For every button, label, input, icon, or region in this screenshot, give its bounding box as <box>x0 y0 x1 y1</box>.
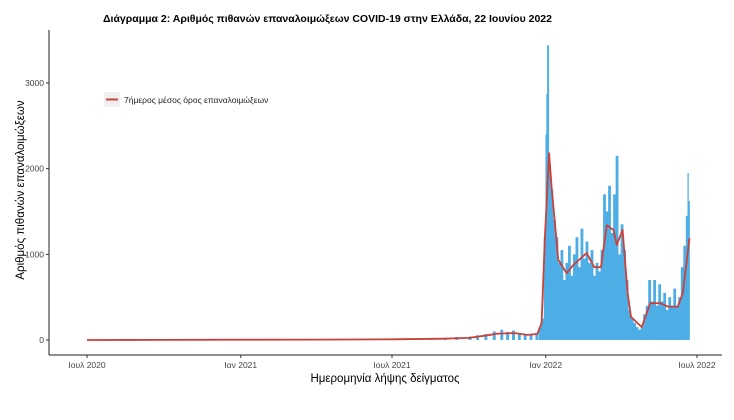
bar <box>618 254 621 340</box>
bar <box>623 250 626 340</box>
bar <box>570 275 574 340</box>
bar <box>565 262 569 340</box>
x-ticks: Ιουλ 2020 Ιαν 2021 Ιουλ 2021 Ιαν 2022 Ιουλ 2… <box>68 355 716 370</box>
bar <box>678 297 682 340</box>
bar <box>547 45 550 340</box>
x-tick-label: Ιαν 2021 <box>224 360 257 370</box>
y-tick-label: 0 <box>39 335 44 345</box>
x-axis-label: Ημερομηνία λήψης δείγματος <box>310 373 460 385</box>
bar <box>575 237 579 340</box>
y-axis-label: Αριθμός πιθανών επαναλοιμώξεων <box>15 100 27 279</box>
bar <box>630 318 634 340</box>
legend: 7ήμερος μέσος όρος επαναλοιμώξεων <box>104 92 268 107</box>
bar <box>583 258 586 340</box>
bar <box>605 211 609 340</box>
bar <box>593 275 596 340</box>
bar <box>590 250 594 340</box>
bar <box>653 280 657 340</box>
chart-title: Διάγραμμα 2: Αριθμός πιθανών επαναλοιμώξ… <box>103 13 552 25</box>
bar <box>620 224 624 340</box>
bar <box>523 334 527 340</box>
bar <box>560 250 564 340</box>
bar <box>625 280 629 340</box>
bar <box>633 322 636 340</box>
bar <box>517 333 521 340</box>
bar <box>595 262 599 340</box>
bar <box>660 301 664 340</box>
bar <box>550 190 554 340</box>
bar <box>670 305 674 340</box>
bar <box>665 310 669 340</box>
bar <box>645 305 649 340</box>
bar <box>529 334 533 340</box>
y-tick-label: 1000 <box>25 249 44 259</box>
bar <box>680 267 684 340</box>
bar <box>545 134 547 340</box>
bar <box>635 327 639 340</box>
bar <box>476 335 479 340</box>
bar <box>578 267 581 340</box>
bars <box>417 45 690 341</box>
bar <box>585 241 589 340</box>
bar <box>655 305 659 340</box>
bar <box>573 254 576 340</box>
moving-average <box>86 152 691 341</box>
bar <box>688 201 690 340</box>
bar <box>484 334 488 340</box>
bar <box>568 245 571 340</box>
bar <box>615 155 619 340</box>
bar <box>628 310 631 340</box>
bar <box>608 185 611 340</box>
bar <box>613 194 616 340</box>
bar <box>492 331 496 340</box>
bar <box>610 232 614 340</box>
bar <box>638 329 642 340</box>
bar <box>643 314 647 340</box>
bar <box>580 228 584 340</box>
x-tick-label: Ιουλ 2022 <box>678 360 716 370</box>
bar <box>685 215 688 340</box>
bar <box>548 168 551 340</box>
bar <box>500 329 504 340</box>
bar <box>506 331 510 340</box>
bar <box>600 250 604 340</box>
bar <box>541 318 545 340</box>
bar <box>557 262 561 340</box>
bar <box>546 94 548 341</box>
y-tick-label: 3000 <box>25 78 44 88</box>
moving-average-line <box>86 152 691 341</box>
bar <box>543 237 546 340</box>
bar <box>640 327 644 340</box>
bar <box>663 292 667 340</box>
x-tick-label: Ιαν 2022 <box>529 360 562 370</box>
bar <box>588 262 591 340</box>
bar <box>683 245 687 340</box>
bar <box>603 194 606 340</box>
bar <box>552 220 556 340</box>
legend-label: 7ήμερος μέσος όρος επαναλοιμώξεων <box>124 95 268 105</box>
bar <box>668 297 672 340</box>
x-tick-label: Ιουλ 2021 <box>373 360 411 370</box>
y-ticks: 0 1000 2000 3000 <box>25 78 49 345</box>
x-tick-label: Ιουλ 2020 <box>68 360 106 370</box>
bar <box>648 280 652 340</box>
bar <box>675 305 679 340</box>
bar <box>512 330 515 340</box>
bar <box>538 327 542 340</box>
bar <box>563 280 566 340</box>
bar <box>673 288 677 340</box>
bar <box>658 284 662 340</box>
bar <box>598 271 601 340</box>
bar <box>650 301 654 340</box>
bar <box>535 333 539 340</box>
y-tick-label: 2000 <box>25 164 44 174</box>
bar <box>555 237 559 340</box>
